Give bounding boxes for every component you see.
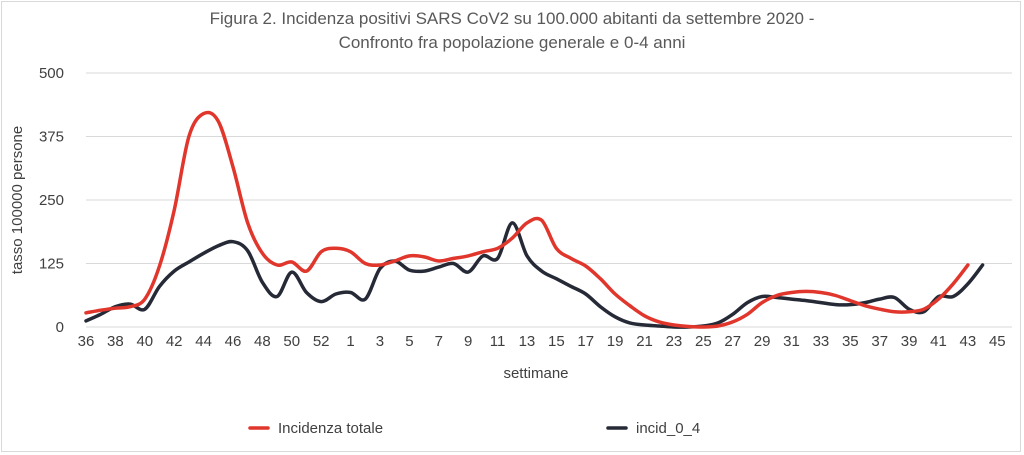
x-tick-label: 3 [376,333,384,350]
x-tick-label: 29 [754,333,771,350]
chart-title-line1: Figura 2. Incidenza positivi SARS CoV2 s… [209,9,815,28]
x-tick-label: 31 [783,333,800,350]
x-tick-label: 21 [636,333,653,350]
y-tick-label: 375 [39,129,64,146]
x-tick-label: 50 [283,333,300,350]
x-tick-label: 7 [435,333,443,350]
legend-label: Incidenza totale [278,420,383,437]
x-tick-label: 33 [813,333,830,350]
x-tick-label: 17 [577,333,594,350]
x-tick-label: 1 [346,333,354,350]
x-tick-label: 41 [930,333,947,350]
y-tick-label: 125 [39,256,64,273]
x-tick-label: 35 [842,333,859,350]
x-tick-label: 44 [195,333,212,350]
x-tick-label: 11 [490,333,506,350]
x-tick-label: 39 [901,333,918,350]
x-tick-label: 45 [989,333,1006,350]
x-tick-label: 43 [960,333,977,350]
chart-title-line2: Confronto fra popolazione generale e 0-4… [338,33,686,52]
x-tick-label: 5 [405,333,413,350]
x-axis-label: settimane [503,365,568,382]
y-axis-label: tasso 100000 persone [9,126,26,274]
x-tick-label: 36 [78,333,95,350]
y-tick-label: 0 [56,319,64,336]
legend: Incidenza totale incid_0_4 [248,420,700,437]
x-tick-label: 23 [666,333,683,350]
y-tick-label: 500 [39,65,64,82]
x-tick-label: 52 [313,333,330,350]
x-tick-label: 13 [519,333,536,350]
x-tick-label: 27 [724,333,741,350]
legend-label: incid_0_4 [636,420,700,437]
gridlines [86,72,1012,328]
x-tick-label: 25 [695,333,712,350]
x-tick-label: 38 [107,333,124,350]
x-tick-label: 40 [136,333,153,350]
x-tick-label: 46 [225,333,242,350]
series-line-incidenza-totale [84,110,970,329]
series-lines [84,110,985,329]
y-tick-label: 250 [39,192,64,209]
x-tick-label: 37 [871,333,888,350]
y-axis-ticks: 0 125 250 375 500 [39,65,64,336]
x-tick-label: 19 [607,333,624,350]
x-tick-label: 42 [166,333,183,350]
x-tick-label: 9 [464,333,472,350]
x-tick-label: 15 [548,333,565,350]
series-line-incid-0-4 [84,221,985,329]
x-tick-label: 48 [254,333,271,350]
x-axis-ticks: 36 38 40 42 44 46 48 50 52 1 3 5 7 9 11 13 15 17 19 21 23 25 2… [78,333,1006,350]
